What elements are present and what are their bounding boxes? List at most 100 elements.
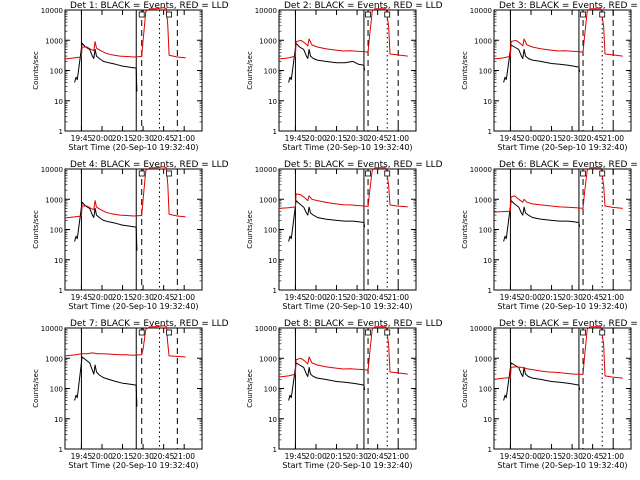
x-tick-label: 20:30: [346, 293, 368, 302]
y-tick-label: 10000: [255, 166, 277, 174]
plot-frame: [493, 9, 632, 132]
y-tick-label: 1: [59, 287, 63, 295]
panel-title: Det 2: BLACK = Events, RED = LLD: [284, 1, 443, 11]
x-tick-label: 19:45: [285, 452, 307, 461]
plot-frame: [278, 9, 417, 132]
x-tick-label: 19:45: [71, 293, 93, 302]
x-tick-label: 19:45: [500, 452, 522, 461]
y-tick-label: 10: [268, 98, 277, 106]
x-tick-label: 20:30: [132, 452, 154, 461]
y-axis-label: Counts/sec: [461, 210, 469, 249]
x-axis-label: Start Time (20-Sep-10 19:32:40): [497, 461, 627, 470]
x-axis-label: Start Time (20-Sep-10 19:32:40): [282, 461, 412, 470]
panel-title: Det 7: BLACK = Events, RED = LLD: [70, 319, 229, 329]
y-tick-label: 100: [50, 386, 63, 394]
panel-title: Det 6: BLACK = Events, RED = LLD: [499, 160, 640, 170]
x-tick-label: 20:15: [541, 452, 563, 461]
x-tick-label: 20:00: [520, 293, 542, 302]
y-axis-label: Counts/sec: [246, 369, 254, 408]
box-marker: [166, 170, 173, 177]
y-tick-label: 100: [50, 227, 63, 235]
x-tick-label: 20:45: [153, 293, 175, 302]
y-axis-label: Counts/sec: [461, 51, 469, 90]
x-tick-label: 20:30: [346, 452, 368, 461]
x-tick-label: 20:45: [367, 452, 389, 461]
x-axis-label: Start Time (20-Sep-10 19:32:40): [68, 461, 198, 470]
box-marker: [580, 11, 586, 18]
y-tick-label: 10: [54, 257, 63, 265]
y-tick-label: 1: [273, 128, 277, 136]
y-tick-label: 1: [488, 446, 492, 454]
y-tick-label: 1000: [259, 196, 277, 204]
y-tick-label: 10: [268, 416, 277, 424]
y-tick-label: 10: [54, 416, 63, 424]
lld-series-line: [278, 326, 408, 378]
plot-frame: [64, 9, 203, 132]
detector-panel-5: Det 5: BLACK = Events, RED = LLD 1 10 100 10…: [246, 160, 443, 311]
y-tick-label: 10000: [41, 325, 63, 333]
x-tick-label: 19:45: [71, 134, 93, 143]
box-marker: [365, 170, 371, 177]
y-tick-label: 10000: [470, 325, 492, 333]
x-tick-label: 19:45: [285, 134, 307, 143]
x-tick-label: 20:00: [91, 452, 113, 461]
x-axis-label: Start Time (20-Sep-10 19:32:40): [497, 143, 627, 152]
y-axis-label: Counts/sec: [32, 210, 40, 249]
x-tick-label: 21:00: [173, 452, 195, 461]
detector-panel-6: Det 6: BLACK = Events, RED = LLD 1 10 100 10…: [461, 160, 640, 311]
y-tick-label: 10000: [470, 7, 492, 15]
x-tick-label: 20:45: [153, 134, 175, 143]
x-tick-label: 21:00: [602, 134, 624, 143]
x-axis-label: Start Time (20-Sep-10 19:32:40): [68, 302, 198, 311]
y-tick-label: 100: [264, 68, 277, 76]
y-axis-label: Counts/sec: [32, 369, 40, 408]
x-tick-label: 21:00: [387, 293, 409, 302]
x-tick-label: 20:00: [91, 134, 113, 143]
y-tick-label: 10: [54, 98, 63, 106]
x-tick-label: 19:45: [500, 293, 522, 302]
detector-panel-2: Det 2: BLACK = Events, RED = LLD 1 10 100 10…: [246, 1, 443, 152]
events-series-line: [503, 362, 581, 401]
y-tick-label: 1: [488, 287, 492, 295]
box-marker: [384, 329, 391, 336]
x-tick-label: 19:45: [285, 293, 307, 302]
y-tick-label: 10000: [41, 166, 63, 174]
y-tick-label: 1000: [45, 37, 63, 45]
x-tick-label: 20:00: [520, 452, 542, 461]
x-tick-label: 21:00: [173, 134, 195, 143]
y-tick-label: 100: [264, 386, 277, 394]
y-tick-label: 10000: [41, 7, 63, 15]
x-tick-label: 20:30: [561, 134, 583, 143]
x-tick-label: 19:45: [71, 452, 93, 461]
events-series-line: [74, 201, 138, 251]
lld-series-line: [493, 8, 623, 60]
events-series-line: [74, 356, 138, 407]
x-tick-label: 21:00: [602, 452, 624, 461]
lld-series-line: [64, 7, 186, 60]
y-tick-label: 1000: [474, 37, 492, 45]
x-tick-label: 20:45: [582, 293, 604, 302]
plot-frame: [493, 168, 632, 291]
events-series-line: [503, 200, 581, 242]
y-tick-label: 1: [273, 446, 277, 454]
y-tick-label: 100: [50, 68, 63, 76]
x-tick-label: 21:00: [387, 452, 409, 461]
y-tick-label: 1000: [45, 355, 63, 363]
y-axis-label: Counts/sec: [246, 51, 254, 90]
plot-frame: [493, 327, 632, 450]
y-tick-label: 1000: [259, 37, 277, 45]
x-tick-label: 20:00: [305, 293, 327, 302]
panel-title: Det 3: BLACK = Events, RED = LLD: [499, 1, 640, 11]
lld-series-line: [278, 8, 408, 60]
x-tick-label: 20:00: [91, 293, 113, 302]
y-tick-label: 10: [483, 98, 492, 106]
x-axis-label: Start Time (20-Sep-10 19:32:40): [497, 302, 627, 311]
plot-frame: [278, 168, 417, 291]
events-series-line: [288, 200, 366, 242]
box-marker: [138, 11, 145, 18]
x-tick-label: 20:30: [346, 134, 368, 143]
y-tick-label: 100: [479, 386, 492, 394]
y-tick-label: 10: [483, 416, 492, 424]
x-tick-label: 20:15: [326, 134, 348, 143]
